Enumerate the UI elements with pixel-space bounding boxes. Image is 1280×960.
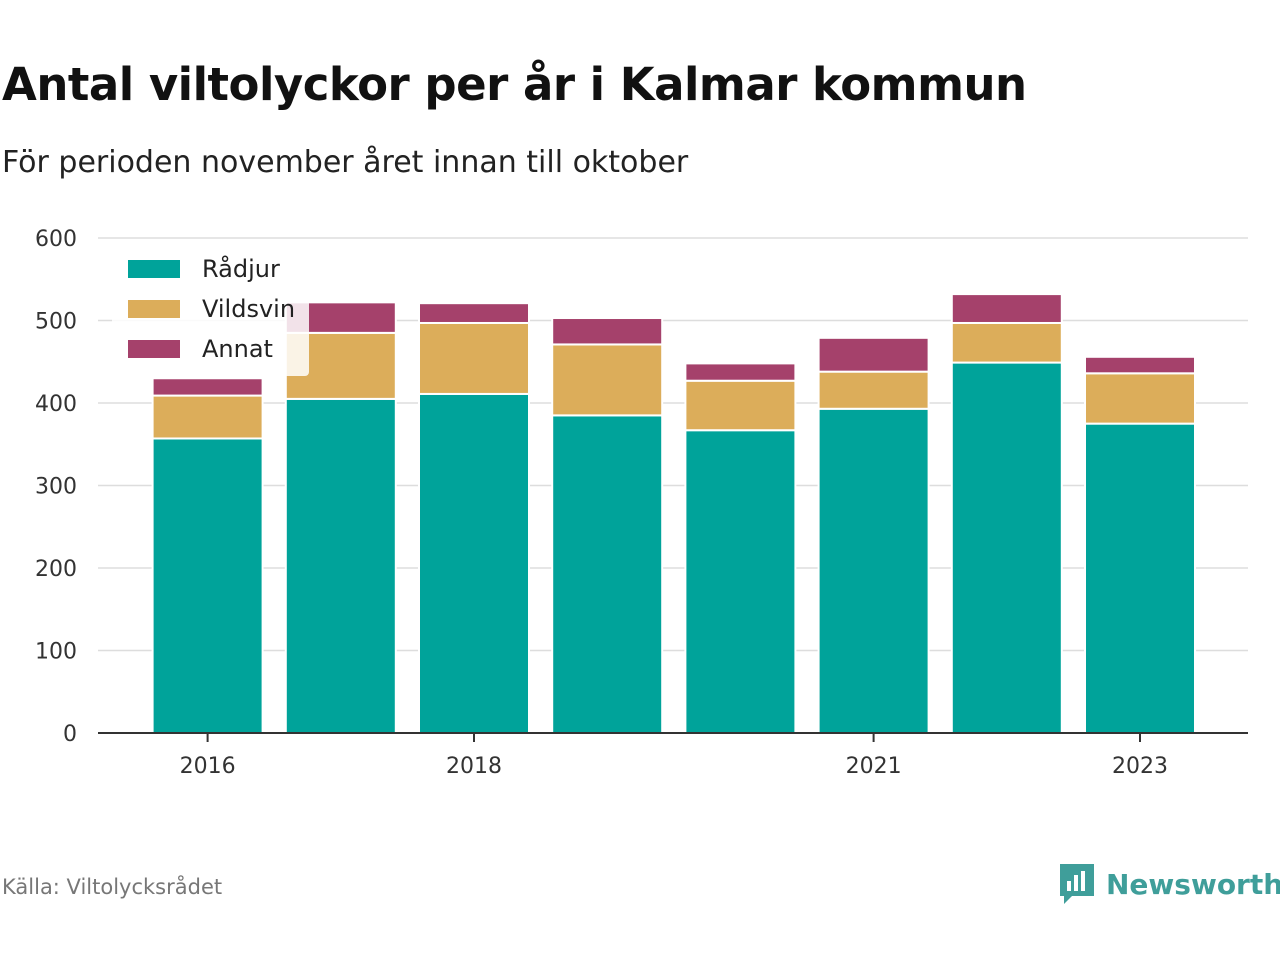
newsworthy-brand: Newsworthy <box>1058 860 1280 908</box>
bar-segment <box>284 397 397 734</box>
legend-swatch <box>128 300 180 318</box>
legend-swatch <box>128 260 180 278</box>
legend-label: Annat <box>202 335 273 363</box>
bar-segment <box>1084 372 1196 425</box>
bar-segment <box>551 414 664 734</box>
bar-segment <box>418 321 530 395</box>
source-note: Källa: Viltolycksrådet <box>2 875 223 899</box>
bar-segment <box>950 321 1063 364</box>
bar-segment <box>1084 355 1196 375</box>
y-tick-label: 400 <box>35 392 77 417</box>
legend: Rådjur Vildsvin Annat <box>112 248 309 376</box>
bar-segment <box>684 362 797 382</box>
bar-segment <box>151 394 264 440</box>
x-tick-label: 2021 <box>846 754 902 779</box>
bar-segment <box>151 377 264 397</box>
y-tick-label: 0 <box>63 722 77 747</box>
chart-title: Antal viltolyckor per år i Kalmar kommun <box>2 58 1027 111</box>
bar-segment <box>817 407 930 734</box>
y-tick-label: 500 <box>35 310 77 335</box>
bar-segment <box>817 370 930 410</box>
y-tick-label: 100 <box>35 640 77 665</box>
y-axis-ticks: 0 100 200 300 400 500 600 <box>35 227 77 747</box>
bar-segment <box>950 293 1063 324</box>
bar-segment <box>418 392 530 735</box>
y-tick-label: 200 <box>35 557 77 582</box>
x-tick-label: 2016 <box>180 754 236 779</box>
brand-name: Newsworthy <box>1106 867 1280 901</box>
bars <box>151 293 1196 735</box>
bar-segment <box>551 317 664 346</box>
legend-label: Vildsvin <box>202 295 295 323</box>
x-tick-label: 2023 <box>1112 754 1168 779</box>
bar-segment <box>151 437 264 734</box>
newsworthy-logo-icon <box>1060 864 1094 904</box>
y-tick-label: 600 <box>35 227 77 252</box>
bar-segment <box>817 336 930 373</box>
bar-segment <box>1084 422 1196 734</box>
bar-segment <box>950 361 1063 734</box>
bar-segment <box>684 379 797 432</box>
legend-swatch <box>128 340 180 358</box>
stacked-bar-chart: 0 100 200 300 400 500 600 2016 2018 2021 2023 Råd… <box>35 227 1248 779</box>
x-axis-ticks: 2016 2018 2021 2023 <box>180 733 1168 779</box>
y-tick-label: 300 <box>35 475 77 500</box>
bar-segment <box>551 343 664 417</box>
bar-segment <box>418 302 530 324</box>
legend-label: Rådjur <box>202 254 280 283</box>
x-tick-label: 2018 <box>446 754 502 779</box>
bar-segment <box>684 429 797 734</box>
chart-subtitle: För perioden november året innan till ok… <box>2 145 689 180</box>
